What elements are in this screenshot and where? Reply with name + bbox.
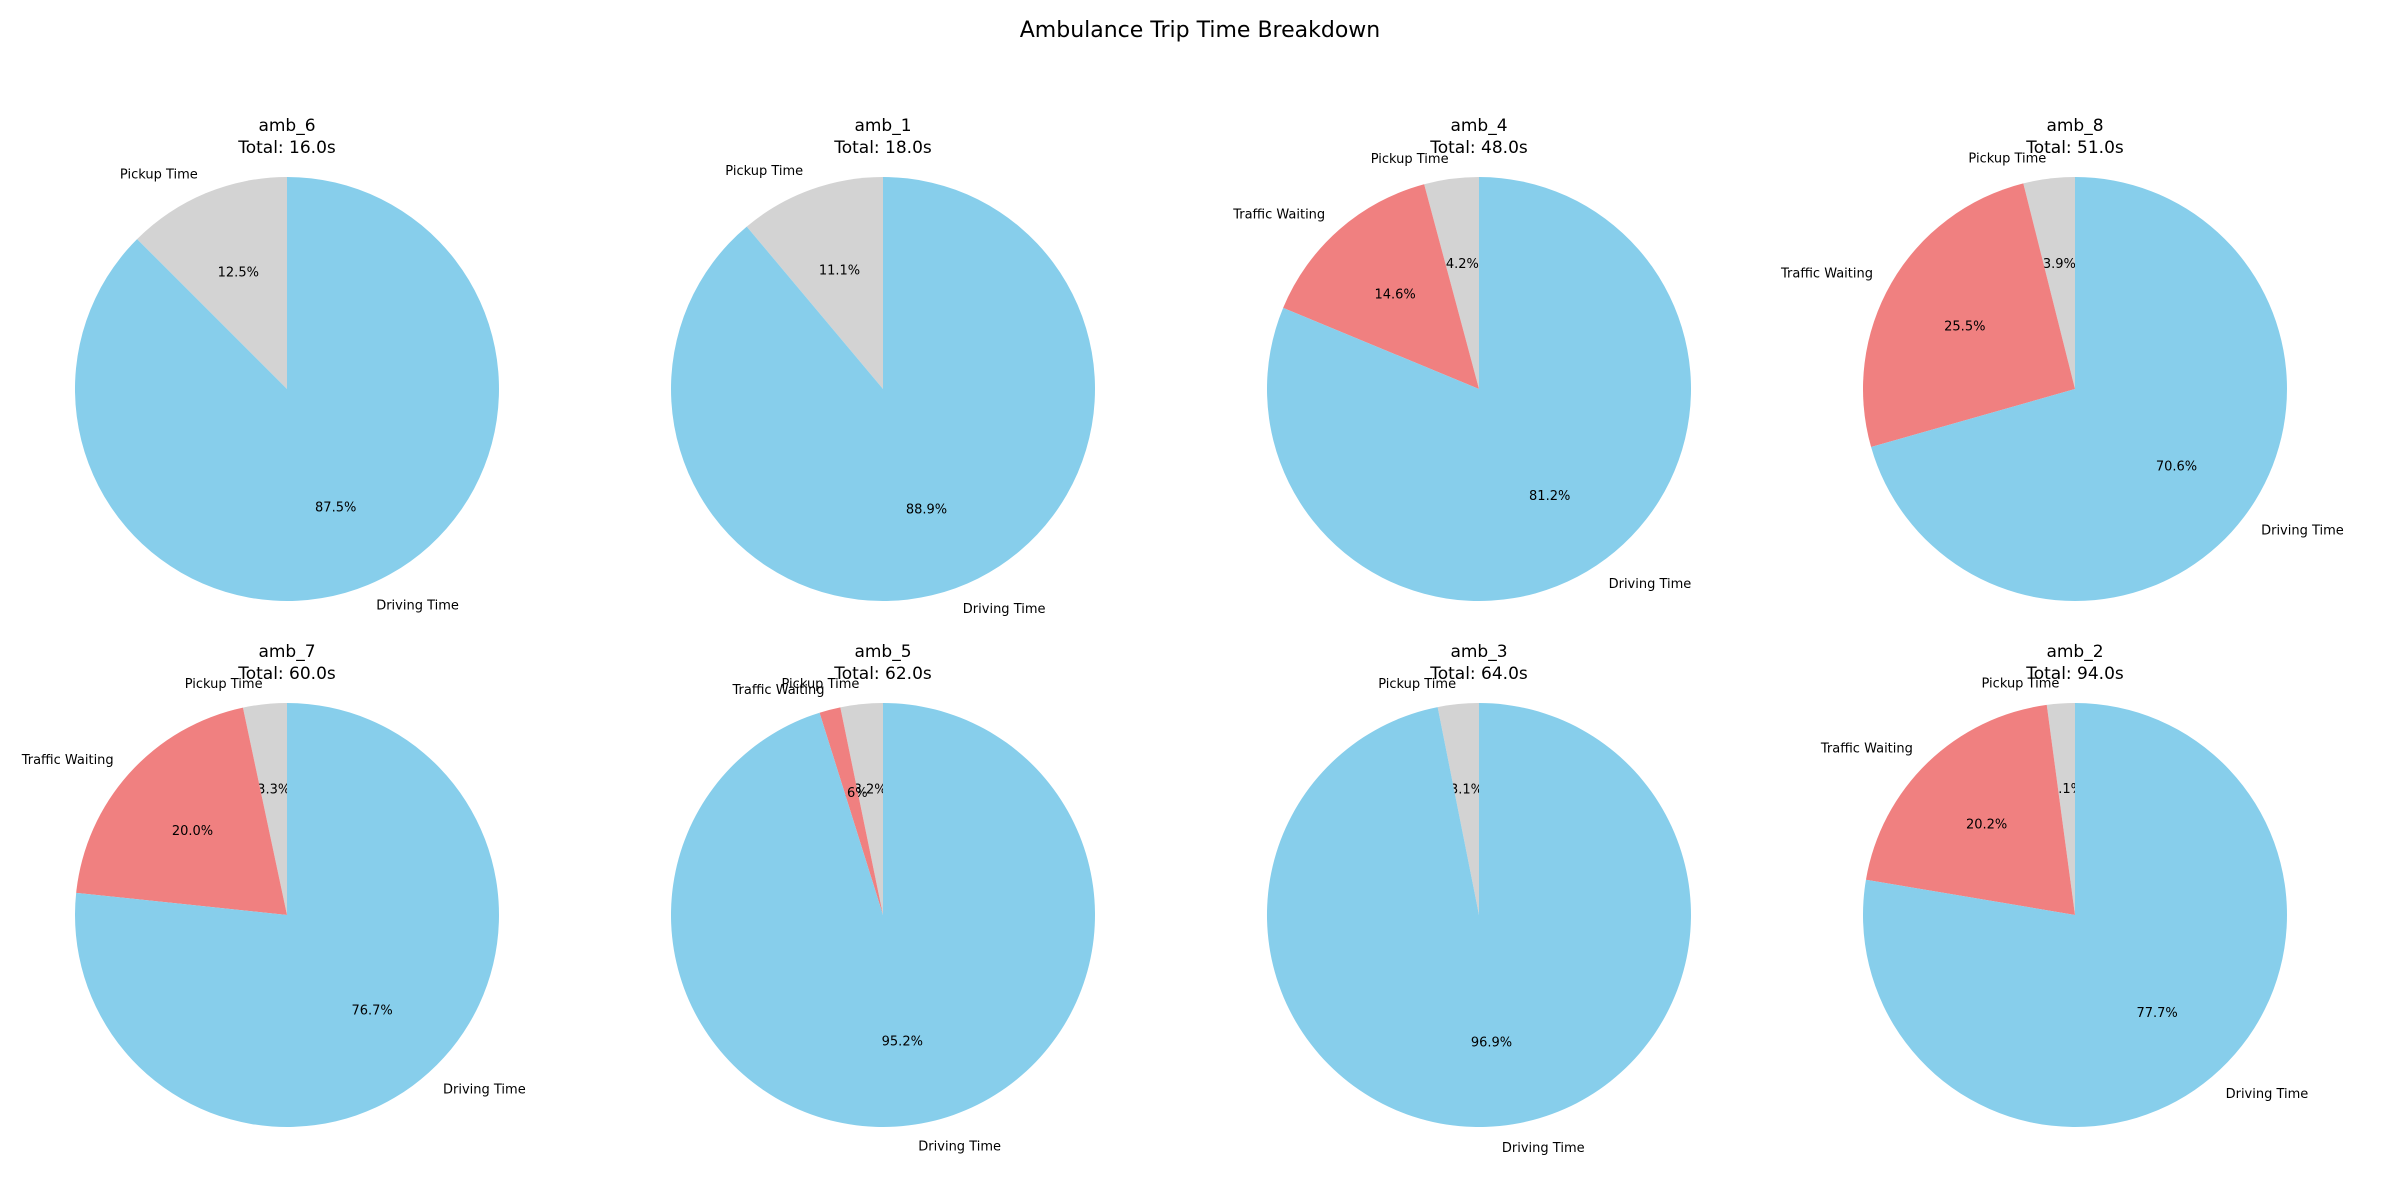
pie-slice-pickup-time [2046,703,2075,915]
pie-slice-driving-time [1862,703,2287,1127]
slice-label-pickup-time: Pickup Time [1982,676,2060,691]
pie-slice-pickup-time [1437,702,1479,915]
slice-percent-pickup-time: 3.9% [2043,257,2076,272]
pie-slice-driving-time [1871,177,2287,601]
pie-subtitle: Total: 60.0s [237,664,336,684]
slice-label-traffic-waiting: Traffic Waiting [1780,266,1873,281]
pie-slice-driving-time [74,703,499,1128]
pie-slice-traffic-waiting [819,707,883,915]
slice-label-driving-time: Driving Time [918,1140,1001,1155]
slice-label-pickup-time: Pickup Time [120,168,198,183]
figure-title: Ambulance Trip Time Breakdown [1019,18,1381,43]
pie-slice-traffic-waiting [1865,704,2075,915]
pie-title: amb_4 [1450,116,1507,136]
pie-subtitle: Total: 18.0s [833,138,932,158]
pie-title: amb_3 [1450,642,1507,662]
pie-slice-pickup-time [242,703,287,915]
pie-subtitle: Total: 48.0s [1429,138,1528,158]
slice-percent-pickup-time: 3.3% [257,783,290,798]
pie-slice-traffic-waiting [1283,184,1479,389]
slice-label-driving-time: Driving Time [2226,1087,2309,1102]
pie-title: amb_2 [2046,642,2103,662]
slice-label-traffic-waiting: Traffic Waiting [21,753,114,768]
pie-slice-pickup-time [1424,177,1479,389]
slice-label-driving-time: Driving Time [1609,577,1692,592]
slice-label-pickup-time: Pickup Time [1968,152,2046,167]
slice-percent-driving-time: 70.6% [2156,460,2197,475]
slice-label-traffic-waiting: Traffic Waiting [1820,741,1913,756]
slice-percent-driving-time: 96.9% [1471,1036,1512,1051]
slice-label-traffic-waiting: Traffic Waiting [732,683,825,698]
pie-slice-driving-time [671,177,1096,601]
slice-percent-driving-time: 77.7% [2136,1006,2177,1021]
slice-percent-pickup-time: 11.1% [819,264,860,279]
slice-percent-traffic-waiting: 20.0% [172,824,213,839]
pie-slice-pickup-time [746,177,883,389]
slice-label-traffic-waiting: Traffic Waiting [1232,208,1325,223]
pie-slice-driving-time [1267,177,1692,601]
slice-percent-traffic-waiting: 14.6% [1374,287,1415,302]
pie-slice-driving-time [74,177,499,601]
pie-title: amb_6 [258,116,315,136]
slice-percent-pickup-time: 3.2% [854,783,887,798]
slice-percent-pickup-time: 3.1% [1450,782,1483,797]
pie-title: amb_5 [854,642,911,662]
pie-slice-pickup-time [137,177,287,389]
slice-percent-driving-time: 76.7% [351,1004,392,1019]
slice-label-driving-time: Driving Time [1502,1141,1585,1156]
slice-label-pickup-time: Pickup Time [1371,152,1449,167]
slice-percent-driving-time: 88.9% [906,503,947,518]
pie-subtitle: Total: 51.0s [2025,138,2124,158]
slice-label-pickup-time: Pickup Time [185,677,263,692]
slice-label-pickup-time: Pickup Time [782,677,860,692]
pie-title: amb_8 [2046,116,2103,136]
slice-percent-traffic-waiting: 20.2% [1966,818,2007,833]
slice-label-driving-time: Driving Time [963,602,1046,617]
slice-label-pickup-time: Pickup Time [1378,677,1456,692]
pie-slice-pickup-time [840,703,883,915]
slice-percent-traffic-waiting: 25.5% [1944,319,1985,334]
pie-subtitle: Total: 62.0s [833,664,932,684]
slice-percent-pickup-time: 12.5% [218,266,259,281]
slice-label-pickup-time: Pickup Time [725,164,803,179]
slice-label-driving-time: Driving Time [376,598,459,613]
pie-slice-driving-time [670,703,1095,1128]
pie-slice-driving-time [1266,703,1691,1127]
pie-slice-traffic-waiting [76,707,287,915]
slice-percent-pickup-time: 4.2% [1446,257,1479,272]
slice-label-driving-time: Driving Time [2261,524,2344,539]
pie-slice-pickup-time [2023,177,2075,389]
pie-title: amb_1 [854,116,911,136]
slice-percent-driving-time: 81.2% [1529,489,1570,504]
pie-slice-traffic-waiting [1862,183,2075,448]
pie-subtitle: Total: 64.0s [1429,664,1528,684]
pie-title: amb_7 [258,642,315,662]
slice-label-driving-time: Driving Time [443,1082,526,1097]
slice-percent-driving-time: 95.2% [882,1035,923,1050]
pie-subtitle: Total: 94.0s [2025,664,2124,684]
pie-subtitle: Total: 16.0s [237,138,336,158]
slice-percent-driving-time: 87.5% [315,501,356,516]
